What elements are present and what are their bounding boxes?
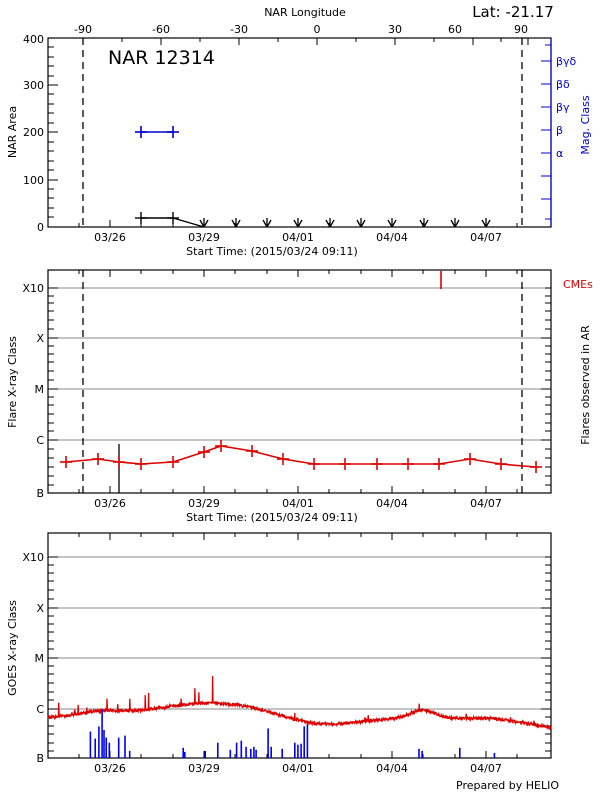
top-tick-label-0: -90: [74, 23, 92, 36]
mag-class-axis-title: Mag. Class: [579, 95, 592, 154]
top-tick-label-4: 30: [388, 23, 402, 36]
flare-tick-m: M: [35, 383, 45, 396]
goes-tick-x10: X10: [22, 551, 44, 564]
flares-in-ar-axis-title: Flares observed in AR: [579, 325, 592, 445]
latitude-label: Lat: -21.17: [472, 3, 554, 21]
top-axis-ticks-bot: [78, 533, 518, 540]
top-axis-ticks: [82, 38, 529, 45]
flare-tick-x10: X10: [22, 282, 44, 295]
date-tick-mid-4: 04/07: [470, 497, 502, 510]
left-tick-top-2: 200: [23, 126, 44, 139]
cmes-label: CMEs: [563, 278, 593, 291]
right-axis-ticks-mid: [541, 287, 551, 486]
goes-flare-bars: [89, 709, 496, 758]
mag-tick-label-0: α: [556, 147, 563, 160]
top-tick-label-1: -60: [152, 23, 170, 36]
flare-tick-x: X: [36, 332, 44, 345]
start-time-label-mid: Start Time: (2015/03/24 09:11): [186, 511, 358, 524]
flare-class-markers: [60, 440, 542, 473]
date-tick-bot-0: 03/26: [94, 762, 126, 775]
prepared-by-label: Prepared by HELIO: [456, 779, 559, 792]
top-axis-ticks-mid: [78, 270, 518, 277]
mag-class-ticks: [541, 44, 551, 220]
flare-tick-b: B: [36, 487, 44, 500]
mag-tick-label-1: β: [556, 124, 563, 137]
mag-class-series: [135, 126, 179, 138]
date-tick-bot-4: 04/07: [470, 762, 502, 775]
nar-area-axis-title: NAR Area: [6, 106, 19, 158]
nar-area-series: [135, 212, 205, 228]
top-tick-label-3: 0: [314, 23, 321, 36]
left-tick-top-0: 0: [37, 221, 44, 234]
goes-class-axis-title: GOES X-ray Class: [6, 600, 19, 696]
panel-nar-area: -90 -60 -30 0 30 60 90 NAR Longitude Lat…: [6, 3, 592, 258]
date-tick-mid-2: 04/01: [282, 497, 314, 510]
flare-tick-c: C: [36, 434, 44, 447]
mag-tick-label-4: βγδ: [556, 55, 577, 68]
left-tick-top-4: 400: [23, 33, 44, 46]
date-tick-bot-2: 04/01: [282, 762, 314, 775]
panel-bottom-frame: [47, 532, 552, 759]
flare-class-axis-title: Flare X-ray Class: [6, 336, 19, 428]
date-tick-mid-3: 04/04: [376, 497, 408, 510]
bottom-axis-ticks-mid: [78, 486, 518, 493]
date-tick-top-4: 04/07: [470, 231, 502, 244]
panel-goes-xray: X10 X M C B GOES X-ray Class: [6, 532, 559, 792]
left-axis-ticks-top: [48, 37, 58, 228]
left-axis-ticks-mid: [48, 287, 58, 494]
top-tick-label-2: -30: [230, 23, 248, 36]
top-tick-label-5: 60: [448, 23, 462, 36]
top-tick-label-6: 90: [514, 23, 528, 36]
mag-tick-label-2: βγ: [556, 101, 570, 114]
upper-limit-arrows: [199, 218, 491, 228]
date-tick-bot-3: 04/04: [376, 762, 408, 775]
date-tick-top-0: 03/26: [94, 231, 126, 244]
date-tick-top-2: 04/01: [282, 231, 314, 244]
mag-tick-label-3: βδ: [556, 78, 570, 91]
left-tick-top-3: 300: [23, 79, 44, 92]
goes-xray-trace: [47, 675, 552, 731]
date-tick-mid-0: 03/26: [94, 497, 126, 510]
goes-tick-b: B: [36, 752, 44, 765]
panel-mid-frame: [47, 269, 552, 494]
start-time-label-top: Start Time: (2015/03/24 09:11): [186, 245, 358, 258]
date-tick-top-3: 04/04: [376, 231, 408, 244]
goes-tick-c: C: [36, 703, 44, 716]
top-axis-title: NAR Longitude: [264, 6, 346, 19]
left-tick-top-1: 100: [23, 174, 44, 187]
right-axis-ticks-bot: [541, 556, 551, 752]
left-axis-ticks-bot: [48, 556, 58, 759]
panel-flare-class: X10 X M C B Flare X-ray Class: [6, 269, 593, 524]
goes-tick-x: X: [36, 602, 44, 615]
date-tick-top-1: 03/29: [188, 231, 220, 244]
goes-tick-m: M: [35, 652, 45, 665]
date-tick-bot-1: 03/29: [188, 762, 220, 775]
nar-title: NAR 12314: [108, 47, 215, 69]
date-tick-mid-1: 03/29: [188, 497, 220, 510]
